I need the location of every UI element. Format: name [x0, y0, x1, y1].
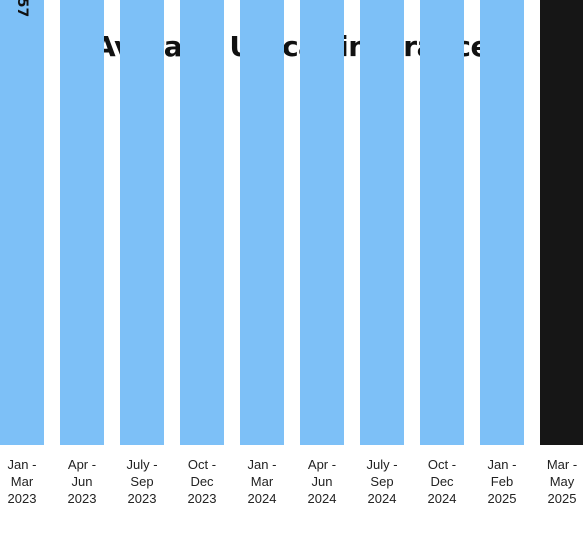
x-tick-label-8-line-1: Feb — [491, 474, 513, 489]
x-tick-label-9-line-2: 2025 — [548, 491, 577, 506]
x-tick-label-2-line-2: 2023 — [128, 491, 157, 506]
x-tick-label-7-line-2: 2024 — [428, 491, 457, 506]
x-tick-label-7-line-1: Dec — [430, 474, 454, 489]
x-tick-label-1-line-0: Apr - — [68, 457, 96, 472]
x-tick-label-7-line-0: Oct - — [428, 457, 456, 472]
x-tick-label-5-line-0: Apr - — [308, 457, 336, 472]
bar-3 — [180, 0, 224, 445]
x-tick-label-0-line-1: Mar — [11, 474, 34, 489]
x-tick-label-4-line-2: 2024 — [248, 491, 277, 506]
x-tick-label-5-line-1: Jun — [312, 474, 333, 489]
bar-8 — [480, 0, 524, 445]
x-tick-label-3-line-2: 2023 — [188, 491, 217, 506]
x-tick-label-6-line-1: Sep — [370, 474, 393, 489]
x-tick-label-6-line-2: 2024 — [368, 491, 397, 506]
x-tick-label-1-line-2: 2023 — [68, 491, 97, 506]
bar-4 — [240, 0, 284, 445]
x-tick-label-5-line-2: 2024 — [308, 491, 337, 506]
bar-9 — [540, 0, 583, 445]
x-tick-label-9-line-1: May — [550, 474, 575, 489]
bar-7 — [420, 0, 464, 446]
x-tick-label-9-line-0: Mar - — [547, 457, 577, 472]
x-tick-label-4-line-1: Mar — [251, 474, 274, 489]
x-tick-label-8-line-2: 2025 — [488, 491, 517, 506]
bar-value-label-0: £657 — [14, 0, 30, 17]
x-tick-label-4-line-0: Jan - — [248, 457, 277, 472]
x-tick-label-8-line-0: Jan - — [488, 457, 517, 472]
x-tick-label-0-line-2: 2023 — [8, 491, 37, 506]
bar-6 — [360, 0, 404, 445]
bar-5 — [300, 0, 344, 445]
x-tick-label-2-line-0: July - — [126, 457, 157, 472]
x-tick-label-3-line-0: Oct - — [188, 457, 216, 472]
bar-2 — [120, 0, 164, 446]
x-tick-label-3-line-1: Dec — [190, 474, 214, 489]
bar-1 — [60, 0, 104, 446]
x-tick-label-6-line-0: July - — [366, 457, 397, 472]
x-tick-label-1-line-1: Jun — [72, 474, 93, 489]
x-tick-label-0-line-0: Jan - — [8, 457, 37, 472]
x-tick-label-2-line-1: Sep — [130, 474, 153, 489]
bar-0 — [0, 0, 44, 446]
